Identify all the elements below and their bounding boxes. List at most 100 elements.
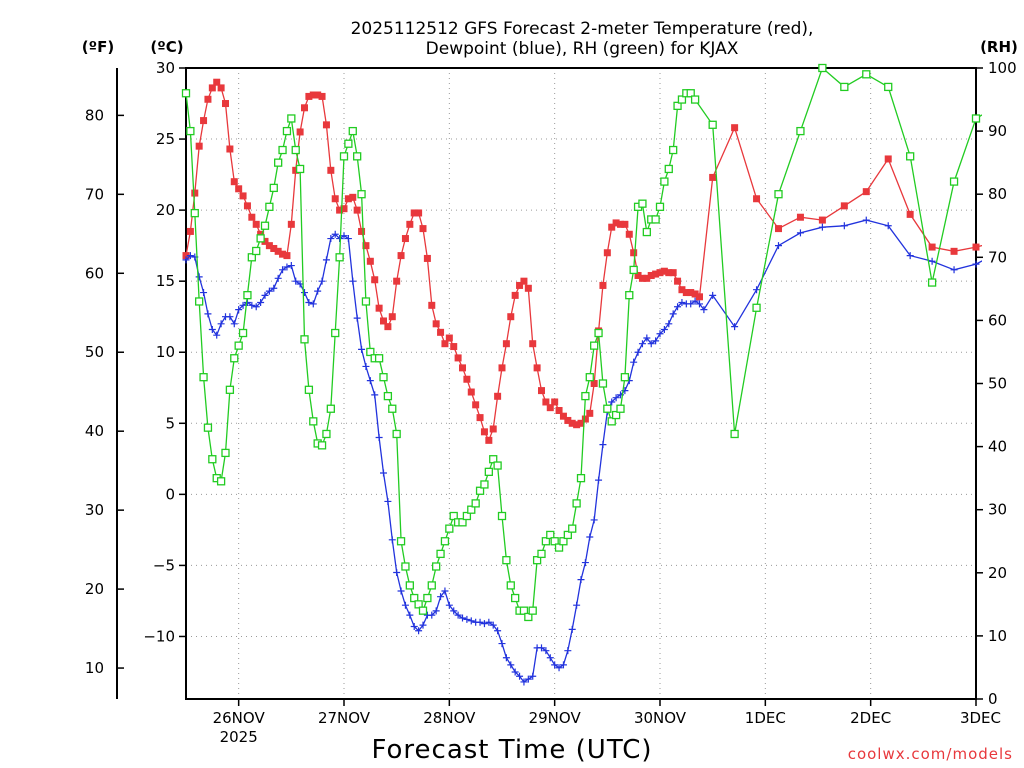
dewpoint-point xyxy=(283,263,291,271)
temperature-point xyxy=(538,387,545,395)
grid-lines xyxy=(186,68,976,699)
dewpoint-point xyxy=(840,222,848,230)
dewpoint-point xyxy=(818,223,826,231)
temperature-point xyxy=(638,274,646,282)
time-tick-label: 2DEC xyxy=(850,709,891,727)
dewpoint-point xyxy=(217,320,225,328)
dewpoint-point xyxy=(507,661,515,669)
dewpoint-point xyxy=(643,334,651,342)
dewpoint-point xyxy=(309,300,317,308)
temperature-point xyxy=(634,271,642,279)
dewpoint-point xyxy=(687,300,695,308)
dewpoint-point xyxy=(257,298,265,306)
dewpoint-point xyxy=(252,303,260,311)
rh-point xyxy=(287,114,296,123)
rh-point xyxy=(252,246,261,256)
celsius-tick-label: 25 xyxy=(156,130,175,148)
dewpoint-point xyxy=(248,301,256,309)
temperature-point xyxy=(301,104,308,112)
temperature-point xyxy=(467,388,475,396)
time-tick-label: 3DEC xyxy=(960,709,1001,727)
temperature-point xyxy=(248,213,256,221)
temperature-point xyxy=(252,220,260,228)
temperature-point xyxy=(643,274,651,282)
plot-frame xyxy=(185,67,977,700)
temperature-point xyxy=(494,392,502,400)
temperature-point xyxy=(652,270,660,278)
rh-point xyxy=(471,499,480,508)
dewpoint-point xyxy=(419,621,427,629)
dewpoint-point xyxy=(656,330,664,338)
rh-point xyxy=(484,467,493,476)
temperature-point xyxy=(432,320,440,328)
series-line xyxy=(185,219,982,683)
dewpoint-point xyxy=(459,614,466,622)
dewpoint-point xyxy=(235,306,243,314)
temperature-point xyxy=(520,277,528,285)
dewpoint-point xyxy=(208,325,216,333)
temperature-point xyxy=(349,193,357,201)
dewpoint-point xyxy=(647,340,655,348)
rh-point xyxy=(309,417,318,426)
rh-point xyxy=(247,253,256,262)
temperature-point xyxy=(401,235,409,243)
celsius-tick-label: −5 xyxy=(153,556,175,574)
rh-point xyxy=(216,477,226,486)
rh-point xyxy=(230,354,239,363)
rh-point xyxy=(532,556,542,565)
rh-point xyxy=(651,215,660,224)
temperature-point xyxy=(296,128,304,136)
rh-point xyxy=(537,549,546,559)
rh-point xyxy=(655,202,665,211)
rh-point xyxy=(186,126,195,136)
rh-point xyxy=(994,102,1001,109)
temperature-point xyxy=(840,202,848,210)
dewpoint-point xyxy=(709,291,717,299)
rh-point xyxy=(278,145,287,155)
rh-point xyxy=(519,606,529,615)
temperature-point xyxy=(1016,150,1023,157)
temperature-point xyxy=(380,317,387,325)
rh-point xyxy=(432,562,441,571)
rh-point xyxy=(190,208,199,218)
temperature-point xyxy=(327,166,335,174)
rh-point xyxy=(361,297,371,306)
rh-point xyxy=(467,505,476,514)
rh-point xyxy=(796,126,805,136)
temperature-point xyxy=(388,313,396,321)
dewpoint-point xyxy=(375,434,383,442)
rh-point xyxy=(335,253,344,262)
rh-point xyxy=(405,581,414,590)
dewpoint-point xyxy=(559,661,567,669)
temperature-point xyxy=(928,243,936,251)
dewpoint-point xyxy=(678,298,686,306)
dewpoint-point xyxy=(480,620,488,628)
temperature-point xyxy=(358,227,366,235)
rh-point xyxy=(690,95,700,104)
fahrenheit-tick-label: 20 xyxy=(85,580,104,598)
dewpoint-point xyxy=(573,601,581,609)
rh-point xyxy=(502,556,511,565)
rh-tick-label: 50 xyxy=(988,375,1007,393)
temperature-point xyxy=(775,225,782,233)
temperature-point xyxy=(441,340,449,348)
dewpoint-point xyxy=(410,623,418,631)
credit-link[interactable]: coolwx.com/models xyxy=(848,745,1013,763)
rh-point xyxy=(243,291,252,300)
dewpoint-point xyxy=(485,618,493,626)
dewpoint-point xyxy=(630,358,638,366)
temperature-point xyxy=(516,281,524,289)
chart-title-line-2: Dewpoint (blue), RH (green) for KJAX xyxy=(426,39,739,59)
rh-point xyxy=(611,410,621,420)
celsius-axis: 30 25 20 15 10 5 0 −5 −10 xyxy=(143,59,186,645)
temperature-point xyxy=(950,247,958,255)
rh-point xyxy=(339,152,349,161)
temperature-point xyxy=(625,230,633,238)
dewpoint-point xyxy=(634,348,642,356)
rh-point xyxy=(576,473,586,483)
rh-tick-label: 100 xyxy=(988,59,1017,77)
dewpoint-point xyxy=(691,297,699,305)
temperature-point xyxy=(818,216,826,224)
dewpoint-point xyxy=(388,536,396,544)
temperature-point xyxy=(507,313,515,321)
